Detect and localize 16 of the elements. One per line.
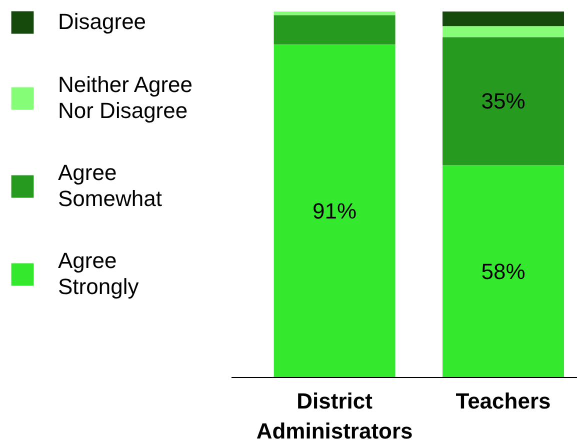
bar <box>274 15 396 44</box>
bar <box>274 44 396 378</box>
data-label: 91% <box>312 198 357 224</box>
bar <box>442 37 564 166</box>
bar <box>442 11 564 26</box>
x-tick-label: Teachers <box>456 388 551 414</box>
data-label: 58% <box>481 258 526 284</box>
bar <box>442 165 564 378</box>
data-label: 35% <box>481 88 526 114</box>
legend-label: Agree Somewhat <box>58 160 162 212</box>
legend-label: Agree Strongly <box>58 248 139 300</box>
bar <box>442 26 564 38</box>
x-tick-label: District Administrators <box>256 388 413 444</box>
bar <box>274 11 396 16</box>
legend-label: Disagree <box>58 8 146 36</box>
legend-label: Neither Agree Nor Disagree <box>58 72 193 124</box>
